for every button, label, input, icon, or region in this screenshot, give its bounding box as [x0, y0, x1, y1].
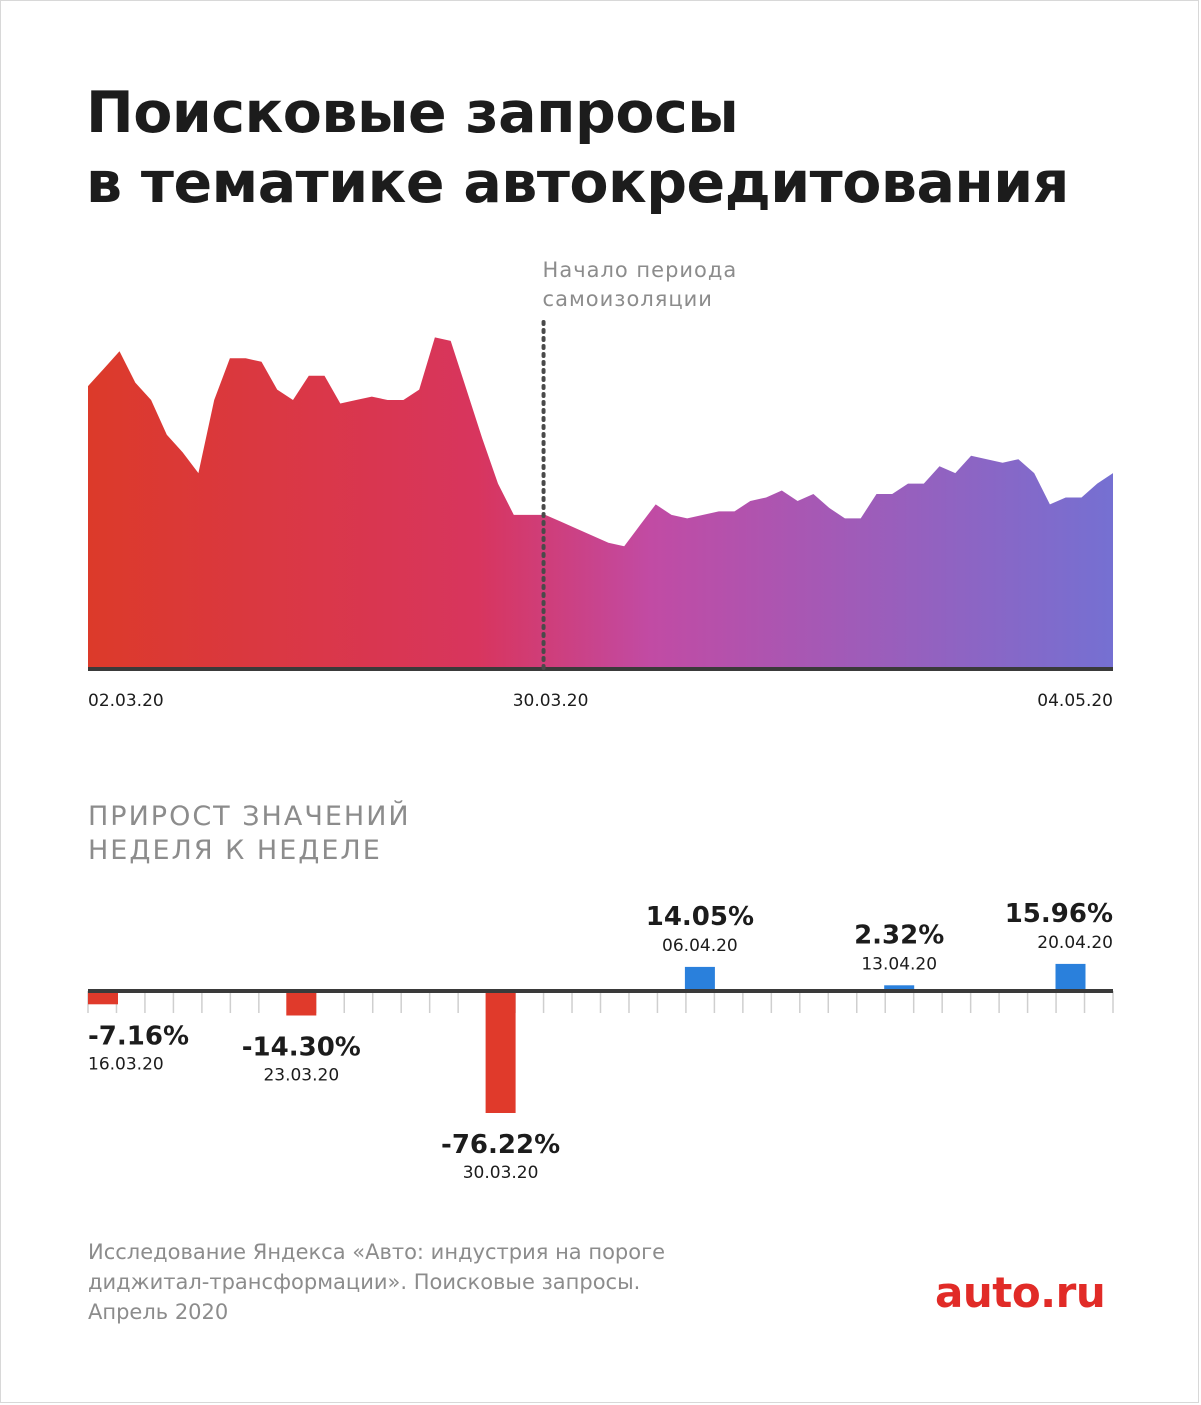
bar-date-label: 06.04.20 [662, 936, 738, 956]
bar-value-label: -7.16% [88, 1021, 189, 1051]
bar-series: -7.16% 16.03.20 -14.30% 23.03.20 -76.22% 30.0… [88, 899, 1113, 1183]
bar-date-label: 13.04.20 [861, 954, 937, 974]
x-tick-label: 30.03.20 [513, 691, 589, 711]
bar-axis-ticks [87, 991, 1114, 1013]
bar-16.03.20 [88, 993, 118, 1005]
bar-chart: -7.16% 16.03.20 -14.30% 23.03.20 -76.22% 30.0… [87, 899, 1114, 1183]
x-tick-label: 02.03.20 [88, 691, 164, 711]
bar-chart-title-line-1: ПРИРОСТ ЗНАЧЕНИЙ [88, 801, 411, 832]
page-title: Поисковые запросы в тематике автокредито… [86, 78, 1069, 218]
bar-date-label: 16.03.20 [88, 1054, 164, 1074]
bar-06.04.20 [684, 966, 715, 989]
bar-value-label: -76.22% [441, 1130, 560, 1160]
x-tick-label: 04.05.20 [1037, 691, 1113, 711]
auto-ru-logo: auto.ru [935, 1268, 1106, 1317]
bar-23.03.20 [286, 993, 317, 1016]
source-line-2: диджитал-трансформации». Поисковые запро… [88, 1270, 641, 1294]
title-line-1: Поисковые запросы [86, 80, 739, 146]
source-line-3: Апрель 2020 [88, 1300, 229, 1324]
title-line-2: в тематике автокредитования [86, 150, 1069, 216]
bar-value-label: 14.05% [646, 902, 754, 932]
bar-13.04.20 [884, 985, 915, 989]
source-note: Исследование Яндекса «Авто: индустрия на… [88, 1237, 665, 1327]
area-chart: Начало периода самоизоляции 02.03.20 30.… [88, 258, 1113, 711]
bar-value-label: 2.32% [854, 920, 944, 950]
bar-chart-title-line-2: НЕДЕЛЯ К НЕДЕЛЕ [88, 835, 382, 866]
bar-value-label: 15.96% [1005, 899, 1113, 929]
source-line-1: Исследование Яндекса «Авто: индустрия на… [88, 1240, 666, 1264]
bar-20.04.20 [1055, 963, 1086, 989]
bar-30.03.20 [485, 993, 516, 1113]
lockdown-annotation-line-2: самоизоляции [543, 287, 713, 311]
bar-date-label: 20.04.20 [1037, 933, 1113, 953]
bar-value-label: -14.30% [242, 1033, 361, 1063]
bar-chart-title: ПРИРОСТ ЗНАЧЕНИЙ НЕДЕЛЯ К НЕДЕЛЕ [88, 800, 411, 868]
lockdown-annotation-line-1: Начало периода [543, 258, 738, 282]
bar-date-label: 23.03.20 [263, 1066, 339, 1086]
area-series [88, 337, 1113, 668]
bar-date-label: 30.03.20 [463, 1163, 539, 1183]
